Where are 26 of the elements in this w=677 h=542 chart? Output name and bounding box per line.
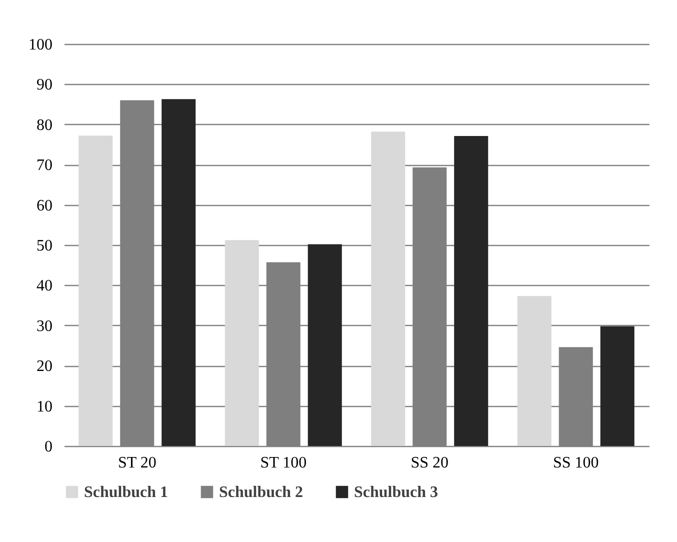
legend-label: Schulbuch 2 — [219, 484, 304, 501]
y-tick-label: 20 — [36, 358, 52, 376]
y-tick-label: 50 — [36, 238, 52, 254]
y-tick-label: 70 — [36, 157, 52, 174]
x-tick-label: SS 20 — [410, 454, 449, 472]
y-tick-label: 30 — [36, 318, 52, 335]
y-tick-label: 10 — [36, 398, 52, 416]
bar — [162, 99, 196, 446]
y-tick-label: 90 — [36, 76, 52, 94]
bar — [308, 244, 342, 446]
bar — [600, 326, 634, 446]
y-tick-label: 80 — [36, 116, 52, 134]
x-tick-label: ST 20 — [118, 454, 156, 472]
legend-label: Schulbuch 1 — [84, 484, 168, 501]
bar — [371, 132, 406, 446]
y-tick-label: 60 — [36, 197, 52, 214]
bar — [454, 136, 488, 446]
y-tick-label: 40 — [36, 278, 52, 295]
x-tick-label: ST 100 — [260, 454, 307, 472]
x-tick-label: SS 100 — [552, 454, 599, 472]
bar — [224, 240, 259, 446]
bar — [517, 296, 552, 446]
bar — [78, 136, 113, 446]
legend-label: Schulbuch 3 — [354, 484, 438, 501]
y-tick-label: 100 — [28, 36, 52, 54]
y-tick-label: 0 — [44, 438, 52, 456]
